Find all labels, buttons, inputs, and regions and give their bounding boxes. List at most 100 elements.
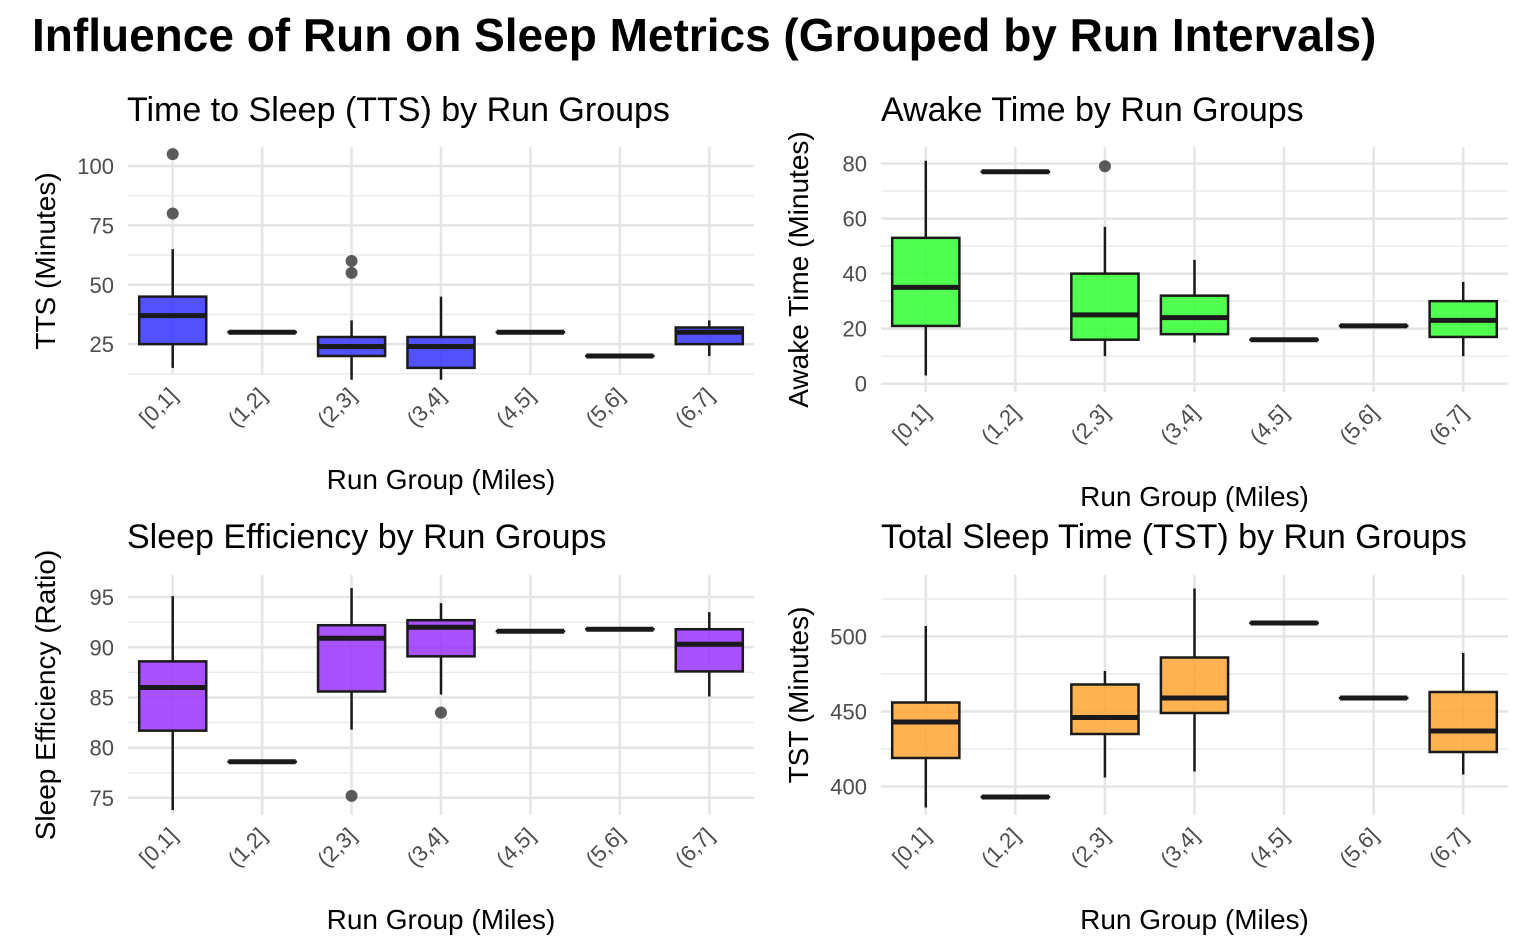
x-tick-label: (6,7] — [1424, 400, 1473, 449]
box — [890, 701, 961, 760]
x-tick-label: [0,1] — [887, 400, 935, 448]
box — [406, 335, 476, 370]
box-group — [1070, 160, 1140, 357]
y-tick-label: 25 — [90, 332, 114, 357]
y-axis-title: TTS (Minutes) — [30, 172, 61, 349]
x-tick-label: (2,3] — [1066, 823, 1115, 872]
box-group — [406, 296, 476, 380]
x-axis-title: Run Group (Miles) — [327, 464, 556, 495]
x-tick-label: (4,5] — [1245, 823, 1294, 872]
x-tick-label: (3,4] — [402, 383, 451, 432]
box-group — [890, 626, 961, 808]
y-tick-label: 95 — [90, 585, 114, 610]
x-axis-title: Run Group (Miles) — [1080, 904, 1309, 935]
y-tick-label: 450 — [830, 700, 867, 725]
box-group — [1428, 653, 1499, 775]
x-axis-title: Run Group (Miles) — [1080, 481, 1309, 512]
y-tick-label: 60 — [843, 207, 867, 232]
box-group — [674, 612, 745, 697]
x-tick-label: (1,2] — [976, 400, 1025, 449]
box-group — [316, 588, 387, 802]
outlier-point — [166, 207, 179, 220]
box — [316, 623, 387, 693]
box-group — [316, 255, 387, 380]
x-tick-label: (1,2] — [223, 383, 272, 432]
awake-boxplot: 0 20 40 60 80 [0,1] (1,2] (2,3] (3,4] (4,5] (5,6] (… — [783, 131, 1508, 512]
x-tick-label: (3,4] — [1155, 823, 1204, 872]
x-tick-label: (6,7] — [670, 383, 719, 432]
main-title: Influence of Run on Sleep Metrics (Group… — [32, 9, 1377, 61]
y-tick-label: 100 — [77, 154, 114, 179]
x-tick-label: (2,3] — [312, 383, 361, 432]
x-tick-label: [0,1] — [134, 383, 182, 431]
x-tick-label: (4,5] — [1245, 400, 1294, 449]
box-group — [137, 148, 208, 368]
tts-boxplot: 25 50 75 100 [0,1] (1,2] (2,3] (3,4] (4,5] (5,6] (… — [30, 147, 754, 495]
box-group — [406, 603, 476, 719]
box-group — [137, 596, 208, 810]
panel-tts: Time to Sleep (TTS) by Run Groups 25 50 75… — [0, 85, 770, 515]
box-group — [1070, 671, 1140, 778]
box-group — [1428, 281, 1499, 357]
x-tick-label: (6,7] — [670, 823, 719, 872]
panel-title: Awake Time by Run Groups — [881, 91, 1304, 129]
box — [674, 627, 745, 673]
x-tick-label: [0,1] — [887, 823, 935, 871]
x-tick-label: (2,3] — [312, 823, 361, 872]
x-tick-label: (1,2] — [976, 823, 1025, 872]
y-tick-label: 400 — [830, 775, 867, 800]
y-tick-label: 20 — [843, 317, 867, 342]
x-tick-label: (5,6] — [1334, 400, 1383, 449]
box — [1159, 656, 1230, 715]
outlier-point — [435, 706, 447, 719]
x-tick-label: (5,6] — [1334, 823, 1383, 872]
panel-awake: Awake Time by Run Groups 0 20 40 60 80 [0,1] (… — [770, 85, 1540, 515]
panel-title: Time to Sleep (TTS) by Run Groups — [127, 91, 670, 129]
outlier-point — [166, 148, 179, 161]
box-group — [890, 160, 961, 376]
x-tick-label: (5,6] — [581, 383, 630, 432]
y-axis-title: Sleep Efficiency (Ratio) — [30, 550, 61, 841]
y-axis-title: TST (Minutes) — [783, 607, 814, 784]
y-tick-label: 75 — [90, 213, 114, 238]
x-tick-label: (4,5] — [491, 383, 540, 432]
outlier-point — [1098, 160, 1111, 173]
y-tick-label: 80 — [843, 152, 867, 177]
panel-title: Sleep Efficiency by Run Groups — [127, 518, 607, 556]
y-tick-label: 500 — [830, 625, 867, 650]
x-tick-label: (3,4] — [402, 823, 451, 872]
box — [1070, 683, 1140, 736]
y-tick-label: 85 — [90, 686, 114, 711]
y-tick-label: 80 — [90, 736, 114, 761]
x-tick-label: (2,3] — [1066, 400, 1115, 449]
y-tick-label: 50 — [90, 273, 114, 298]
y-tick-label: 0 — [855, 372, 867, 397]
y-tick-label: 40 — [843, 262, 867, 287]
box — [137, 660, 208, 732]
tst-boxplot: 400 450 500 [0,1] (1,2] (2,3] (3,4] (4,5] (5,6] (… — [783, 575, 1508, 935]
x-tick-label: (1,2] — [223, 823, 272, 872]
box-group — [1159, 588, 1230, 772]
x-axis-title: Run Group (Miles) — [327, 904, 556, 935]
y-axis-title: Awake Time (Minutes) — [783, 131, 814, 407]
panel-title: Total Sleep Time (TST) by Run Groups — [881, 518, 1467, 556]
box-group — [674, 320, 745, 356]
box — [1159, 294, 1230, 336]
box — [137, 295, 208, 346]
box — [1428, 690, 1499, 754]
outlier-point — [345, 789, 358, 802]
x-tick-label: (5,6] — [581, 823, 630, 872]
x-tick-label: [0,1] — [134, 823, 182, 871]
box — [890, 236, 961, 328]
box-group — [1159, 259, 1230, 343]
efficiency-boxplot: 75 80 85 90 95 [0,1] (1,2] (2,3] (3,4] (4,5] (5,6]… — [30, 550, 754, 935]
outlier-point — [345, 266, 358, 279]
outlier-point — [345, 255, 358, 267]
x-tick-label: (4,5] — [491, 823, 540, 872]
y-tick-label: 75 — [90, 786, 114, 811]
x-tick-label: (6,7] — [1424, 823, 1473, 872]
y-tick-label: 90 — [90, 635, 114, 660]
panel-efficiency: Sleep Efficiency by Run Groups 75 80 85 90 9… — [0, 512, 770, 942]
panel-tst: Total Sleep Time (TST) by Run Groups 400… — [770, 512, 1540, 942]
x-tick-label: (3,4] — [1155, 400, 1204, 449]
